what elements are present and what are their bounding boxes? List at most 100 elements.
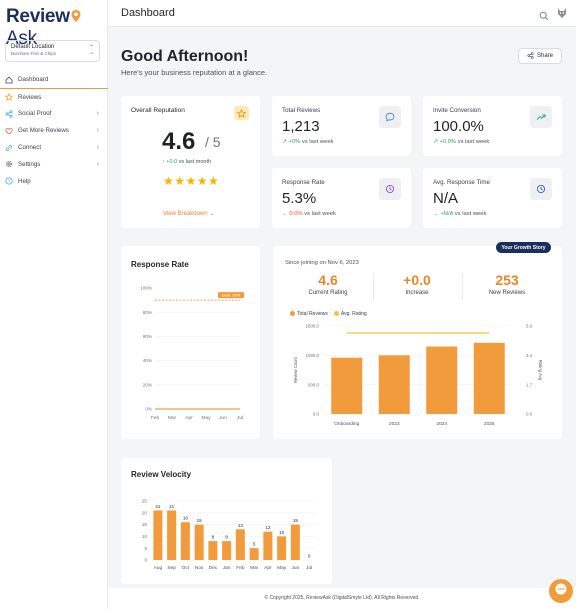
velocity-bar <box>167 510 177 560</box>
velocity-bar <box>263 531 273 560</box>
x-tick-label: 2023 <box>389 421 400 427</box>
growth-story-badge: Your Growth Story <box>496 242 551 253</box>
link-icon <box>5 144 13 152</box>
velocity-bar <box>222 541 232 560</box>
stat-value: 100.0% <box>433 118 484 135</box>
legend-item[interactable]: Total Reviews <box>290 311 328 317</box>
growth-stat-current-rating: 4.6 Current Rating <box>288 272 368 296</box>
sidebar-item-connect[interactable]: Connect › <box>0 139 108 156</box>
stat-value: 5.3% <box>282 190 317 207</box>
share-icon <box>527 51 534 61</box>
growth-since: Since joining on Nov 6, 2023 <box>285 260 359 266</box>
heart-icon <box>5 127 13 135</box>
legend-item[interactable]: Avg. Rating <box>333 311 367 317</box>
stat-card-avg-response-time: Avg. Response Time N/A → +N/A vs last we… <box>423 168 562 228</box>
trend-down-icon: ← <box>282 211 288 217</box>
sidebar-item-help[interactable]: ? Help <box>0 173 108 190</box>
data-label: 15 <box>197 518 203 523</box>
y-tick-label: 80% <box>143 310 152 315</box>
sidebar-item-label: Get More Reviews <box>18 127 69 135</box>
velocity-bar <box>153 510 163 560</box>
gear-icon <box>5 160 13 168</box>
trend-value: +0% <box>288 139 301 145</box>
y-tick-label: 20% <box>143 382 152 387</box>
review-velocity-card: Review Velocity 0 5 10 15 20 25 21 Aug 21 Sep 16 Oc… <box>121 458 332 584</box>
home-icon <box>5 76 13 84</box>
x-tick-label: Apr <box>264 565 272 571</box>
stat-label: Total Reviews <box>282 107 321 114</box>
share-button[interactable]: Share <box>518 48 562 64</box>
response-rate-card: Response Rate 0% 20% 40% 60% 80% 100% Feb Mar Ap… <box>121 246 260 439</box>
location-selector[interactable]: Default Location Burnham Fish & Chips ⌃ ⌄ <box>5 40 100 62</box>
share-label: Share <box>536 53 553 59</box>
share-icon <box>5 110 13 118</box>
x-tick-label: May <box>277 565 287 571</box>
page-title: Dashboard <box>121 7 175 19</box>
y-tick-label: 20 <box>142 510 148 515</box>
greeting-title: Good Afternoon! <box>121 48 249 65</box>
reputation-trend: ↑ +0.0 vs last month <box>162 159 211 165</box>
app-logo[interactable]: ReviewAsk <box>6 6 107 50</box>
search-icon[interactable] <box>539 8 549 26</box>
sidebar-item-get-more-reviews[interactable]: Get More Reviews › <box>0 122 108 139</box>
view-breakdown-link[interactable]: View Breakdown ⌄ <box>163 210 214 217</box>
trend-suffix: vs last week <box>457 139 490 145</box>
x-tick-label: Onboarding <box>334 421 359 427</box>
x-tick-label: Apr <box>185 415 193 421</box>
x-tick-label: Jul <box>306 565 312 571</box>
sidebar-item-reviews[interactable]: Reviews <box>0 89 108 106</box>
x-tick-label: May <box>201 415 211 421</box>
stat-card-total-reviews: Total Reviews 1,213 ↗ +0% vs last week <box>272 96 411 156</box>
growth-bar <box>426 346 458 414</box>
trending-up-icon <box>530 106 552 128</box>
stat-value: N/A <box>433 190 459 207</box>
stat-label: Invite Conversion <box>433 107 481 114</box>
y-tick-label: 15 <box>142 522 148 527</box>
sidebar-item-label: Connect <box>18 144 42 152</box>
data-label: 16 <box>183 516 189 521</box>
growth-stat-value: 253 <box>495 272 519 288</box>
location-name: Default Location <box>11 44 55 50</box>
legend-label: Total Reviews <box>297 311 328 317</box>
trend-suffix: vs last week <box>301 139 334 145</box>
y-right-tick-label: 5.0 <box>526 324 533 329</box>
data-label: 13 <box>238 523 244 528</box>
data-label: 8 <box>225 535 228 540</box>
sidebar-item-social-proof[interactable]: Social Proof › <box>0 106 108 123</box>
x-tick-label: Mar <box>250 565 259 571</box>
trend-value: +0.0 <box>166 159 178 165</box>
sidebar-item-label: Social Proof <box>18 110 52 118</box>
sidebar-item-label: Reviews <box>18 93 42 101</box>
x-tick-label: 2025 <box>484 421 495 427</box>
stat-value: 1,213 <box>282 118 320 135</box>
sidebar: ReviewAsk Default Location Burnham Fish … <box>0 0 108 609</box>
user-avatar[interactable] <box>556 6 568 18</box>
trend-value: 0.0% <box>289 211 303 217</box>
stat-card-response-rate: Response Rate 5.3% ← 0.0% vs last week <box>272 168 411 228</box>
y-tick-label: 60% <box>143 334 152 339</box>
x-tick-label: Sep <box>167 565 176 571</box>
y-right-tick-label: 0.0 <box>526 412 533 417</box>
y-tick-label: 40% <box>143 358 152 363</box>
velocity-bar <box>277 536 287 560</box>
chat-button[interactable] <box>549 579 573 603</box>
velocity-bar <box>249 548 259 560</box>
growth-stat-increase: +0.0 Increase <box>377 272 457 296</box>
trend-suffix: vs last week <box>304 211 336 217</box>
velocity-bar <box>180 522 190 560</box>
reputation-score: 4.6 <box>162 128 196 155</box>
sidebar-item-dashboard[interactable]: Dashboard <box>0 72 108 89</box>
growth-bar <box>473 342 505 414</box>
clock-icon <box>530 178 552 200</box>
sidebar-item-label: Help <box>18 177 31 185</box>
y-tick-label: 10 <box>142 534 148 539</box>
footer: © Copyright 2025, ReviewAsk (DigitalSmyl… <box>108 588 576 609</box>
sidebar-item-settings[interactable]: Settings › <box>0 156 108 173</box>
y-right-axis-label: Rating Avg <box>538 360 543 381</box>
y-right-tick-label: 3.4 <box>526 353 533 358</box>
y-left-tick-label: 1000.0 <box>306 353 320 358</box>
data-label: 21 <box>155 504 161 509</box>
x-tick-label: Feb <box>236 565 245 571</box>
data-label: 12 <box>265 525 271 530</box>
growth-story-card: Since joining on Nov 6, 2023 4.6 Current… <box>273 246 562 439</box>
